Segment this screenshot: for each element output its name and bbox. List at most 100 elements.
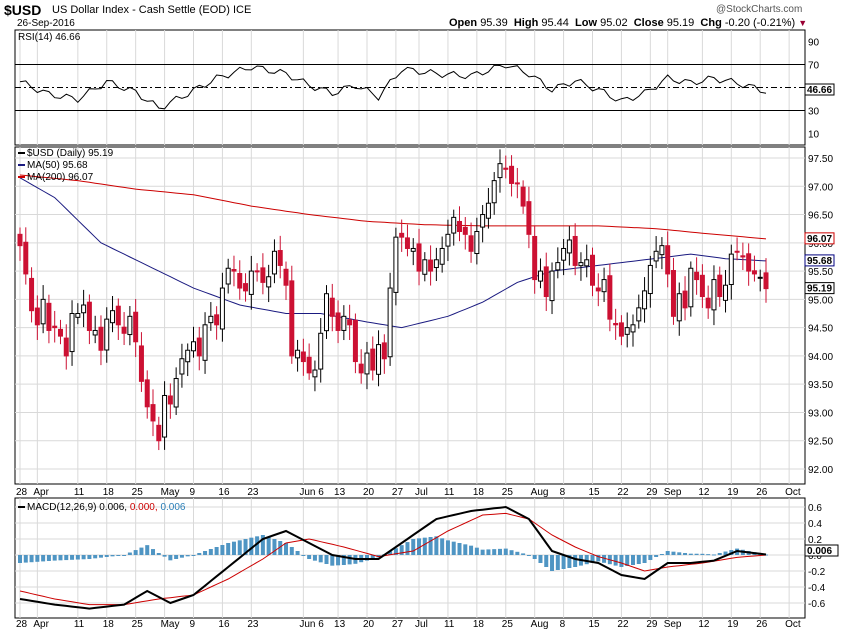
x-tick-label: 20 (363, 619, 375, 630)
candle-body (578, 262, 584, 267)
candle-body (167, 395, 173, 405)
macd-hist-bar (457, 543, 462, 555)
candle-body (468, 235, 474, 252)
macd-hist-bar (573, 555, 578, 567)
macd-hist-bar (526, 555, 531, 556)
candle-body (682, 290, 688, 309)
candle (190, 326, 196, 358)
x-tick-label: 8 (560, 487, 566, 498)
x-tick-label: 8 (560, 619, 566, 630)
candle (254, 263, 260, 282)
macd-hist-bar (289, 547, 294, 555)
candle-body (590, 254, 596, 286)
candle-body (277, 250, 283, 266)
candle-body (497, 163, 503, 179)
candle (98, 315, 104, 366)
candle-body (173, 378, 179, 408)
candle (248, 255, 254, 310)
candle-body (717, 274, 723, 298)
candle-body (514, 182, 520, 185)
candle-body (694, 271, 700, 281)
candle-body (219, 287, 225, 330)
candle-body (537, 270, 543, 282)
macd-hist-bar (162, 555, 167, 557)
price-tick-label: 92.50 (808, 437, 833, 448)
candle (433, 247, 439, 282)
macd-hist-bar (151, 549, 156, 555)
candle-body (243, 283, 249, 292)
macd-hist-bar (220, 545, 225, 555)
price-tick-label: 97.50 (808, 154, 833, 165)
macd-hist-bar (127, 552, 132, 555)
macd-tick-label: -0.6 (808, 599, 826, 610)
candle (590, 247, 596, 297)
candle-body (474, 231, 480, 255)
macd-line (19, 505, 767, 610)
candle (370, 336, 376, 381)
macd-hist-bar (555, 555, 560, 570)
macd-hist-bar (671, 551, 676, 555)
candle (734, 237, 740, 261)
macd-tick-label: -0.2 (808, 567, 826, 578)
candle (347, 304, 353, 341)
candle-body (711, 279, 717, 311)
macd-hist-bar (249, 537, 254, 555)
candle (717, 266, 723, 307)
price-box: 95.68 (804, 254, 835, 267)
macd-hist-bar (29, 555, 34, 563)
candle (509, 155, 515, 197)
candle-body (740, 255, 746, 258)
stat-value-low: 95.02 (600, 17, 628, 29)
candle (167, 383, 173, 419)
candle-body (670, 270, 676, 317)
macd-hist-bar (711, 554, 716, 556)
candle (133, 298, 139, 358)
macd-tick-label: 0.6 (808, 503, 822, 514)
candle-body (485, 202, 491, 219)
x-tick-label: 11 (444, 487, 455, 498)
macd-hist-bar (538, 555, 543, 563)
candle-body (520, 186, 526, 207)
macd-hist-bar (509, 550, 514, 555)
stat-label-low: Low (575, 17, 598, 29)
macd-hist-bar (104, 555, 109, 557)
candle-body (387, 287, 393, 358)
candle (121, 312, 127, 346)
candle-body (393, 236, 399, 293)
candle (237, 260, 243, 300)
price-box: 95.19 (804, 282, 835, 295)
candle-body (636, 307, 642, 322)
candle-body (208, 315, 214, 324)
candle (231, 255, 237, 287)
candle (110, 296, 116, 333)
candle (335, 300, 341, 344)
stat-value-chg: -0.20 (-0.21%) (724, 17, 796, 29)
candle-body (503, 167, 509, 170)
candle-body (688, 267, 694, 308)
macd-value-text: 0.006 (807, 546, 832, 557)
macd-hist-bar (440, 538, 445, 555)
candle-body (352, 319, 358, 363)
candle (214, 306, 220, 340)
x-axis-bottom: 28 Apr 11 18 25 May 9 16 23 Jun 6 13 20 27 Jul 11 18 25 A… (16, 619, 801, 630)
candle-body (451, 216, 457, 234)
rsi-label: RSI(14) 46.66 (18, 32, 81, 43)
candle-body (723, 284, 729, 301)
x-tick-label: 13 (334, 487, 346, 498)
price-box-text: 95.68 (807, 256, 832, 267)
candle (208, 302, 214, 331)
candle-body (115, 305, 121, 326)
candle-body (162, 394, 168, 438)
candle (312, 360, 318, 392)
macd-hist-bar (521, 553, 526, 555)
macd-hist-bar (168, 555, 173, 561)
candle (757, 269, 763, 292)
macd-legend: MACD(12,26,9) 0.006, 0.000, 0.006 (18, 502, 186, 513)
candle-body (271, 250, 277, 275)
price-tick-label: 95.00 (808, 295, 833, 306)
candle-body (150, 404, 156, 422)
macd-hist-bar (665, 551, 670, 555)
candle-body (653, 250, 659, 262)
candle-body (532, 235, 538, 281)
